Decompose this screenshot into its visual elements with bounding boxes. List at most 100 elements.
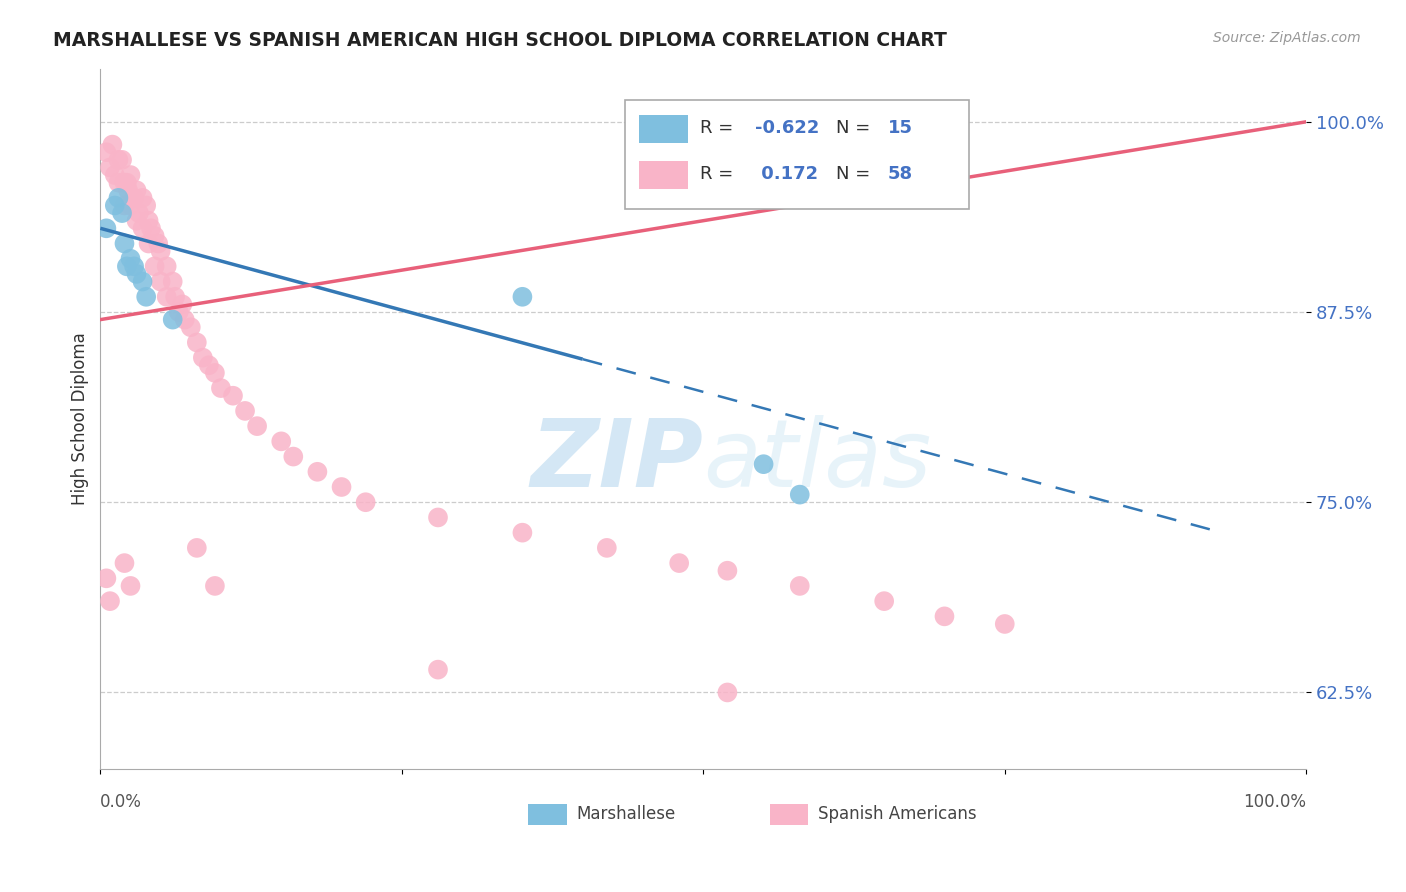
Text: R =: R =: [700, 164, 738, 183]
Point: [107, 191, 129, 205]
Point: [873, 594, 896, 608]
Point: [186, 541, 208, 555]
Point: [135, 290, 157, 304]
Point: [114, 556, 136, 570]
Point: [233, 404, 256, 418]
Point: [330, 480, 353, 494]
Point: [180, 320, 202, 334]
Point: [96, 571, 118, 585]
Point: [752, 457, 775, 471]
Text: 15: 15: [887, 119, 912, 137]
Point: [789, 488, 811, 502]
Point: [96, 221, 118, 235]
Point: [222, 389, 245, 403]
Point: [512, 290, 534, 304]
Point: [114, 176, 136, 190]
Point: [131, 275, 153, 289]
Point: [283, 450, 305, 464]
Text: N =: N =: [837, 164, 876, 183]
Point: [246, 419, 269, 434]
Point: [156, 260, 179, 274]
Point: [104, 168, 127, 182]
Text: 0.0%: 0.0%: [100, 793, 142, 811]
Point: [120, 198, 142, 212]
Point: [143, 260, 166, 274]
Point: [125, 213, 148, 227]
Point: [131, 221, 153, 235]
Point: [122, 260, 145, 274]
Point: [115, 260, 138, 274]
Point: [120, 252, 142, 266]
Text: Spanish Americans: Spanish Americans: [818, 805, 977, 823]
Point: [101, 137, 124, 152]
Point: [191, 351, 214, 365]
Point: [98, 594, 121, 608]
Point: [934, 609, 956, 624]
Point: [107, 153, 129, 167]
Point: [96, 145, 118, 160]
Point: [149, 275, 172, 289]
Text: ZIP: ZIP: [530, 415, 703, 507]
Point: [716, 564, 738, 578]
Point: [104, 198, 127, 212]
Point: [138, 236, 160, 251]
Point: [186, 335, 208, 350]
Text: 100.0%: 100.0%: [1243, 793, 1306, 811]
Point: [122, 191, 145, 205]
Point: [98, 161, 121, 175]
Point: [114, 236, 136, 251]
Bar: [640, 161, 688, 189]
Point: [173, 312, 195, 326]
Point: [427, 510, 450, 524]
Point: [165, 290, 187, 304]
Point: [716, 685, 738, 699]
Point: [209, 381, 232, 395]
Y-axis label: High School Diploma: High School Diploma: [72, 332, 89, 505]
Point: [138, 213, 160, 227]
Point: [139, 221, 162, 235]
Point: [156, 290, 179, 304]
Point: [994, 617, 1017, 632]
Point: [172, 297, 194, 311]
Point: [167, 305, 190, 319]
Point: [307, 465, 329, 479]
Point: [162, 312, 184, 326]
Point: [125, 267, 148, 281]
Point: [270, 434, 292, 449]
Point: [115, 176, 138, 190]
FancyBboxPatch shape: [624, 100, 969, 209]
Point: [135, 198, 157, 212]
Bar: [640, 115, 688, 144]
Point: [204, 366, 226, 380]
Text: MARSHALLESE VS SPANISH AMERICAN HIGH SCHOOL DIPLOMA CORRELATION CHART: MARSHALLESE VS SPANISH AMERICAN HIGH SCH…: [53, 31, 948, 50]
Text: atlas: atlas: [703, 415, 932, 506]
Point: [131, 191, 153, 205]
Text: N =: N =: [837, 119, 876, 137]
Bar: [529, 804, 567, 824]
Text: 58: 58: [887, 164, 912, 183]
Text: Marshallese: Marshallese: [576, 805, 676, 823]
Point: [354, 495, 377, 509]
Point: [596, 541, 619, 555]
Point: [120, 168, 142, 182]
Point: [512, 525, 534, 540]
Point: [198, 358, 221, 372]
Point: [427, 663, 450, 677]
Point: [162, 275, 184, 289]
Text: R =: R =: [700, 119, 738, 137]
Point: [107, 176, 129, 190]
Point: [668, 556, 690, 570]
Point: [120, 579, 142, 593]
Text: 0.172: 0.172: [755, 164, 818, 183]
Point: [128, 206, 150, 220]
Point: [143, 228, 166, 243]
Point: [204, 579, 226, 593]
Bar: [769, 804, 808, 824]
Point: [148, 236, 170, 251]
Point: [117, 183, 139, 197]
Point: [149, 244, 172, 259]
Point: [111, 206, 134, 220]
Point: [789, 579, 811, 593]
Text: -0.622: -0.622: [755, 119, 820, 137]
Point: [111, 153, 134, 167]
